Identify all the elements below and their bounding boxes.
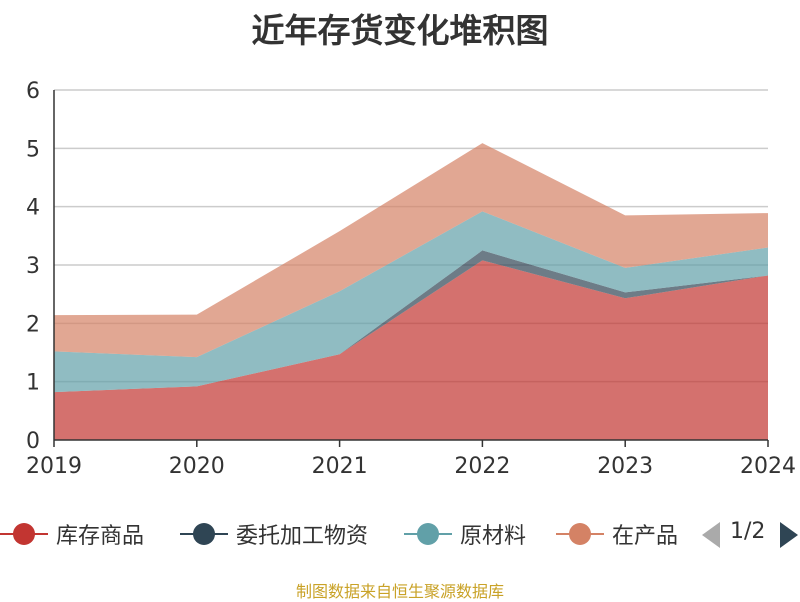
legend-item[interactable]: 原材料 [404, 512, 526, 556]
legend-marker-icon [556, 512, 604, 556]
series-areas [54, 143, 768, 440]
legend-item[interactable]: 库存商品 [0, 512, 144, 556]
legend-label: 在产品 [612, 524, 679, 549]
y-tick-label: 0 [26, 429, 40, 454]
x-tick-label: 2019 [26, 454, 82, 479]
tick-labels: 0 1 2 3 4 5 6 2019 2020 2021 2022 2023 2024 [26, 79, 796, 479]
source-note: 制图数据来自恒生聚源数据库 [295, 582, 504, 601]
legend-marker-icon [404, 512, 452, 556]
legend-item[interactable]: 委托加工物资 [180, 512, 368, 556]
legend-item[interactable]: 在产品 [556, 512, 678, 556]
y-tick-label: 1 [26, 371, 40, 396]
legend-marker-icon [0, 512, 48, 556]
series-area[interactable] [54, 211, 768, 393]
legend-label: 库存商品 [56, 524, 145, 549]
axes [53, 90, 769, 447]
x-tick-label: 2022 [454, 454, 510, 479]
legend-page-indicator: 1/2 [730, 519, 766, 544]
chart-title: 近年存货变化堆积图 [251, 11, 549, 50]
stacked-area-chart: 0 1 2 3 4 5 6 2019 2020 2021 2022 2023 2024 [26, 79, 796, 479]
x-tick-label: 2023 [597, 454, 653, 479]
series-area[interactable] [54, 260, 768, 440]
y-tick-label: 2 [26, 312, 40, 337]
legend: 库存商品 委托加工物资 原材料 在产品 [0, 512, 800, 556]
legend-label: 原材料 [460, 524, 527, 549]
legend-label: 委托加工物资 [236, 524, 369, 549]
x-tick-label: 2020 [169, 454, 225, 479]
legend-prev-page-button[interactable] [702, 522, 720, 548]
legend-marker-icon [180, 512, 228, 556]
series-area[interactable] [54, 143, 768, 358]
x-tick-label: 2024 [740, 454, 796, 479]
y-tick-label: 6 [26, 79, 40, 104]
x-tick-label: 2021 [312, 454, 368, 479]
y-tick-label: 5 [26, 137, 40, 162]
y-tick-label: 3 [26, 254, 40, 279]
legend-pager: 1/2 [700, 512, 800, 556]
y-tick-label: 4 [26, 196, 40, 221]
series-area[interactable] [54, 250, 768, 393]
legend-next-page-button[interactable] [780, 522, 798, 548]
